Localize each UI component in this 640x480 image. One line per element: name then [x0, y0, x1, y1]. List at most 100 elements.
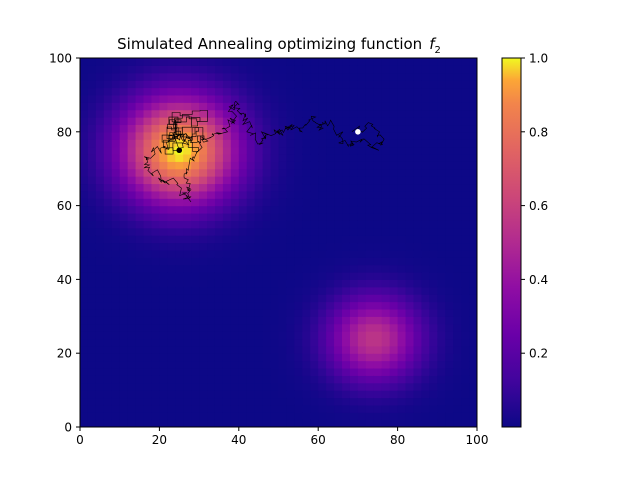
chart-title-symbol: f	[429, 35, 437, 53]
heatmap-cell	[326, 375, 335, 384]
heatmap-cell	[421, 220, 430, 229]
heatmap-cell	[445, 367, 454, 376]
heatmap-cell	[159, 279, 168, 288]
heatmap-cell	[254, 242, 264, 251]
heatmap-cell	[151, 419, 160, 427]
heatmap-cell	[262, 242, 272, 251]
heatmap-cell	[429, 286, 438, 295]
heatmap-cell	[381, 345, 391, 354]
heatmap-cell	[254, 190, 264, 199]
heatmap-cell	[453, 404, 462, 413]
heatmap-cell	[119, 249, 129, 258]
heatmap-cell	[207, 94, 216, 103]
heatmap-cell	[429, 301, 438, 310]
heatmap-cell	[87, 338, 97, 347]
heatmap-cell	[294, 198, 303, 207]
heatmap-cell	[389, 227, 399, 236]
heatmap-cell	[334, 375, 343, 384]
heatmap-cell	[405, 412, 415, 421]
heatmap-cell	[238, 102, 248, 111]
heatmap-cell	[191, 264, 200, 273]
heatmap-cell	[87, 301, 97, 310]
heatmap-cell	[111, 220, 121, 229]
heatmap-cell	[365, 131, 375, 140]
heatmap-cell	[183, 375, 192, 384]
heatmap-cell	[421, 338, 430, 347]
heatmap-cell	[191, 212, 200, 221]
heatmap-cell	[318, 279, 327, 288]
heatmap-cell	[143, 212, 153, 221]
heatmap-cell	[405, 338, 415, 347]
heatmap-cell	[222, 419, 232, 427]
heatmap-cell	[326, 153, 335, 162]
heatmap-cell	[302, 286, 311, 295]
heatmap-cell	[135, 404, 145, 413]
heatmap-cell	[373, 183, 383, 192]
heatmap-cell	[135, 308, 145, 317]
heatmap-cell	[111, 242, 121, 251]
heatmap-cell	[246, 308, 256, 317]
heatmap-cell	[191, 345, 200, 354]
heatmap-cell	[342, 353, 351, 362]
heatmap-cell	[222, 117, 232, 126]
heatmap-cell	[238, 168, 248, 177]
heatmap-cell	[461, 153, 470, 162]
heatmap-cell	[230, 109, 240, 118]
heatmap-cell	[167, 249, 176, 258]
heatmap-cell	[103, 205, 113, 214]
heatmap-cell	[191, 153, 200, 162]
heatmap-cell	[397, 397, 407, 406]
heatmap-cell	[310, 242, 319, 251]
heatmap-cell	[199, 397, 208, 406]
heatmap-cell	[175, 412, 184, 421]
heatmap-cell	[389, 198, 399, 207]
heatmap-cell	[238, 109, 248, 118]
heatmap-cell	[349, 176, 359, 185]
heatmap-cell	[381, 242, 391, 251]
heatmap-cell	[199, 212, 208, 221]
heatmap-cell	[365, 183, 375, 192]
heatmap-cell	[103, 220, 113, 229]
heatmap-cell	[95, 146, 105, 155]
heatmap-cell	[389, 139, 399, 148]
heatmap-cell	[167, 382, 176, 391]
heatmap-cell	[167, 220, 176, 229]
heatmap-cell	[373, 198, 383, 207]
heatmap-cell	[214, 65, 224, 74]
heatmap-cell	[87, 419, 97, 427]
heatmap-cell	[342, 161, 351, 170]
heatmap-cell	[389, 294, 399, 303]
heatmap-cell	[246, 375, 256, 384]
heatmap-cell	[413, 353, 423, 362]
heatmap-cell	[95, 227, 105, 236]
heatmap-cell	[318, 331, 327, 340]
heatmap-cell	[349, 294, 359, 303]
heatmap-cell	[294, 183, 303, 192]
heatmap-cell	[405, 404, 415, 413]
heatmap-cell	[334, 419, 343, 427]
heatmap-cell	[143, 87, 153, 96]
heatmap-cell	[310, 308, 319, 317]
heatmap-cell	[334, 353, 343, 362]
heatmap-cell	[318, 102, 327, 111]
heatmap-cell	[95, 294, 105, 303]
heatmap-cell	[373, 367, 383, 376]
heatmap-cell	[270, 316, 280, 325]
heatmap-cell	[326, 212, 335, 221]
heatmap-cell	[437, 153, 446, 162]
heatmap-cell	[278, 301, 288, 310]
heatmap-cell	[95, 242, 105, 251]
heatmap-cell	[349, 301, 359, 310]
heatmap-cell	[318, 294, 327, 303]
heatmap-cell	[230, 382, 240, 391]
heatmap-cell	[278, 353, 288, 362]
heatmap-cell	[453, 338, 462, 347]
heatmap-cell	[103, 294, 113, 303]
heatmap-cell	[445, 308, 454, 317]
heatmap-cell	[214, 308, 224, 317]
heatmap-cell	[413, 190, 423, 199]
heatmap-cell	[461, 220, 470, 229]
heatmap-cell	[254, 264, 264, 273]
heatmap-cell	[175, 272, 184, 280]
heatmap-cell	[421, 323, 430, 332]
